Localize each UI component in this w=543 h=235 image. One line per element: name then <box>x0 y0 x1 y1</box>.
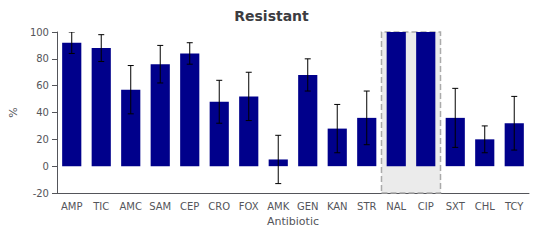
svg-text:40: 40 <box>36 107 49 118</box>
svg-text:KAN: KAN <box>327 201 348 212</box>
svg-text:GEN: GEN <box>297 201 319 212</box>
svg-text:AMP: AMP <box>61 201 83 212</box>
svg-text:AMK: AMK <box>267 201 289 212</box>
svg-text:TIC: TIC <box>92 201 109 212</box>
svg-text:CHL: CHL <box>475 201 496 212</box>
svg-text:%: % <box>7 107 20 117</box>
svg-text:AMC: AMC <box>120 201 142 212</box>
svg-text:80: 80 <box>36 53 49 64</box>
svg-text:CIP: CIP <box>418 201 434 212</box>
svg-text:CRO: CRO <box>208 201 230 212</box>
svg-text:FOX: FOX <box>239 201 259 212</box>
svg-text:100: 100 <box>30 27 49 38</box>
svg-text:Resistant: Resistant <box>234 8 309 24</box>
svg-text:0: 0 <box>43 161 49 172</box>
svg-text:SAM: SAM <box>149 201 171 212</box>
svg-text:Antibiotic: Antibiotic <box>267 215 319 228</box>
svg-text:SXT: SXT <box>446 201 466 212</box>
svg-text:60: 60 <box>36 80 49 91</box>
svg-text:20: 20 <box>36 134 49 145</box>
svg-text:CEP: CEP <box>180 201 199 212</box>
svg-text:STR: STR <box>357 201 376 212</box>
svg-text:-20: -20 <box>33 188 49 199</box>
svg-text:TCY: TCY <box>504 201 524 212</box>
svg-text:NAL: NAL <box>386 201 406 212</box>
